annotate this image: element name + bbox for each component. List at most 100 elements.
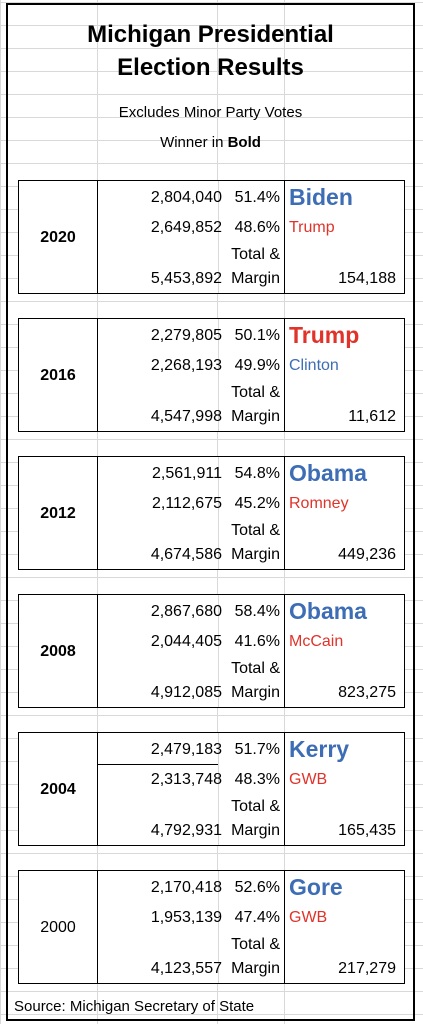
loser-votes: 2,268,193 xyxy=(150,357,222,374)
total-margin-label: Total & xyxy=(231,384,280,401)
winner-name: Kerry xyxy=(289,736,350,762)
margin-votes: 449,236 xyxy=(338,546,396,563)
election-block-2000: 2000 2,170,418 52.6% 1,953,139 47.4% Total & M… xyxy=(18,870,405,984)
election-block-2016: 2016 2,279,805 50.1% 2,268,193 49.9% Total & M… xyxy=(18,318,405,432)
block-divider xyxy=(284,319,285,431)
loser-pct: 45.2% xyxy=(234,495,280,512)
loser-votes: 1,953,139 xyxy=(150,909,222,926)
total-margin-label: Total & xyxy=(231,936,280,953)
winner-pct: 52.6% xyxy=(234,879,280,896)
winner-pct: 50.1% xyxy=(234,327,280,344)
loser-pct: 41.6% xyxy=(234,633,280,650)
margin-votes: 823,275 xyxy=(338,684,396,701)
election-block-2012: 2012 2,561,911 54.8% 2,112,675 45.2% Total & M… xyxy=(18,456,405,570)
loser-pct: 48.6% xyxy=(234,219,280,236)
winner-name: Biden xyxy=(289,184,353,210)
winner-pct: 51.7% xyxy=(234,741,280,758)
loser-pct: 48.3% xyxy=(234,771,280,788)
total-margin-label: Total & xyxy=(231,246,280,263)
total-margin-label: Margin xyxy=(231,408,280,425)
election-block-2008: 2008 2,867,680 58.4% 2,044,405 41.6% Total & M… xyxy=(18,594,405,708)
block-divider xyxy=(97,595,98,707)
margin-votes: 11,612 xyxy=(348,408,396,425)
block-gridline xyxy=(218,181,219,293)
winner-name: Gore xyxy=(289,874,343,900)
total-margin-label: Total & xyxy=(231,798,280,815)
source-note: Source: Michigan Secretary of State xyxy=(14,998,255,1015)
total-margin-label: Margin xyxy=(231,960,280,977)
loser-name: Trump xyxy=(289,219,335,236)
total-votes: 4,547,998 xyxy=(150,408,222,425)
year-label: 2012 xyxy=(40,505,76,522)
total-margin-label: Margin xyxy=(231,822,280,839)
block-divider xyxy=(284,181,285,293)
year-label: 2008 xyxy=(40,643,76,660)
winner-pct: 58.4% xyxy=(234,603,280,620)
note-winner: Winner in Bold xyxy=(6,134,415,152)
page-title-line2: Election Results xyxy=(117,54,304,81)
block-divider xyxy=(97,457,98,569)
total-margin-label: Total & xyxy=(231,522,280,539)
winner-votes: 2,170,418 xyxy=(150,879,222,896)
winner-votes: 2,479,183 xyxy=(150,741,222,758)
total-votes: 4,674,586 xyxy=(150,546,222,563)
note-excludes: Excludes Minor Party Votes xyxy=(118,104,303,121)
loser-votes: 2,313,748 xyxy=(150,771,222,788)
winner-name: Obama xyxy=(289,598,367,624)
total-votes: 4,912,085 xyxy=(150,684,222,701)
total-votes: 5,453,892 xyxy=(150,270,222,287)
note-winner-bold: Bold xyxy=(227,134,261,151)
winner-name: Obama xyxy=(289,460,367,486)
block-divider xyxy=(284,595,285,707)
election-block-2020: 2020 2,804,040 51.4% 2,649,852 48.6% Total & M… xyxy=(18,180,405,294)
row-separator xyxy=(97,764,218,765)
total-votes: 4,123,557 xyxy=(150,960,222,977)
block-divider xyxy=(97,319,98,431)
loser-pct: 49.9% xyxy=(234,357,280,374)
total-margin-label: Margin xyxy=(231,684,280,701)
block-divider xyxy=(284,733,285,845)
block-divider xyxy=(97,181,98,293)
block-gridline xyxy=(218,733,219,845)
margin-votes: 165,435 xyxy=(338,822,396,839)
total-votes: 4,792,931 xyxy=(150,822,222,839)
block-gridline xyxy=(218,595,219,707)
winner-votes: 2,279,805 xyxy=(150,327,222,344)
winner-votes: 2,561,911 xyxy=(152,465,222,482)
year-label: 2016 xyxy=(40,367,76,384)
block-divider xyxy=(97,733,98,845)
year-label: 2004 xyxy=(40,781,76,798)
loser-name: GWB xyxy=(289,909,328,926)
winner-votes: 2,867,680 xyxy=(150,603,222,620)
year-label: 2000 xyxy=(40,919,76,936)
block-gridline xyxy=(218,457,219,569)
loser-name: Clinton xyxy=(289,357,339,374)
margin-votes: 154,188 xyxy=(338,270,396,287)
outer-frame xyxy=(6,3,415,1021)
block-divider xyxy=(284,871,285,983)
margin-votes: 217,279 xyxy=(338,960,396,977)
election-block-2004: 2004 2,479,183 51.7% 2,313,748 48.3% Total & M… xyxy=(18,732,405,846)
block-divider xyxy=(284,457,285,569)
loser-pct: 47.4% xyxy=(234,909,280,926)
block-gridline xyxy=(218,319,219,431)
year-label: 2020 xyxy=(40,229,76,246)
loser-name: Romney xyxy=(289,495,349,512)
loser-votes: 2,112,675 xyxy=(152,495,222,512)
loser-votes: 2,044,405 xyxy=(150,633,222,650)
total-margin-label: Total & xyxy=(231,660,280,677)
page-title: Michigan Presidential xyxy=(87,21,334,48)
winner-pct: 54.8% xyxy=(234,465,280,482)
block-divider xyxy=(97,871,98,983)
total-margin-label: Margin xyxy=(231,270,280,287)
loser-name: GWB xyxy=(289,771,328,788)
loser-name: McCain xyxy=(289,633,344,650)
total-margin-label: Margin xyxy=(231,546,280,563)
winner-name: Trump xyxy=(289,322,360,348)
block-gridline xyxy=(218,871,219,983)
winner-pct: 51.4% xyxy=(234,189,280,206)
winner-votes: 2,804,040 xyxy=(150,189,222,206)
note-winner-prefix: Winner in xyxy=(160,134,228,151)
loser-votes: 2,649,852 xyxy=(150,219,222,236)
